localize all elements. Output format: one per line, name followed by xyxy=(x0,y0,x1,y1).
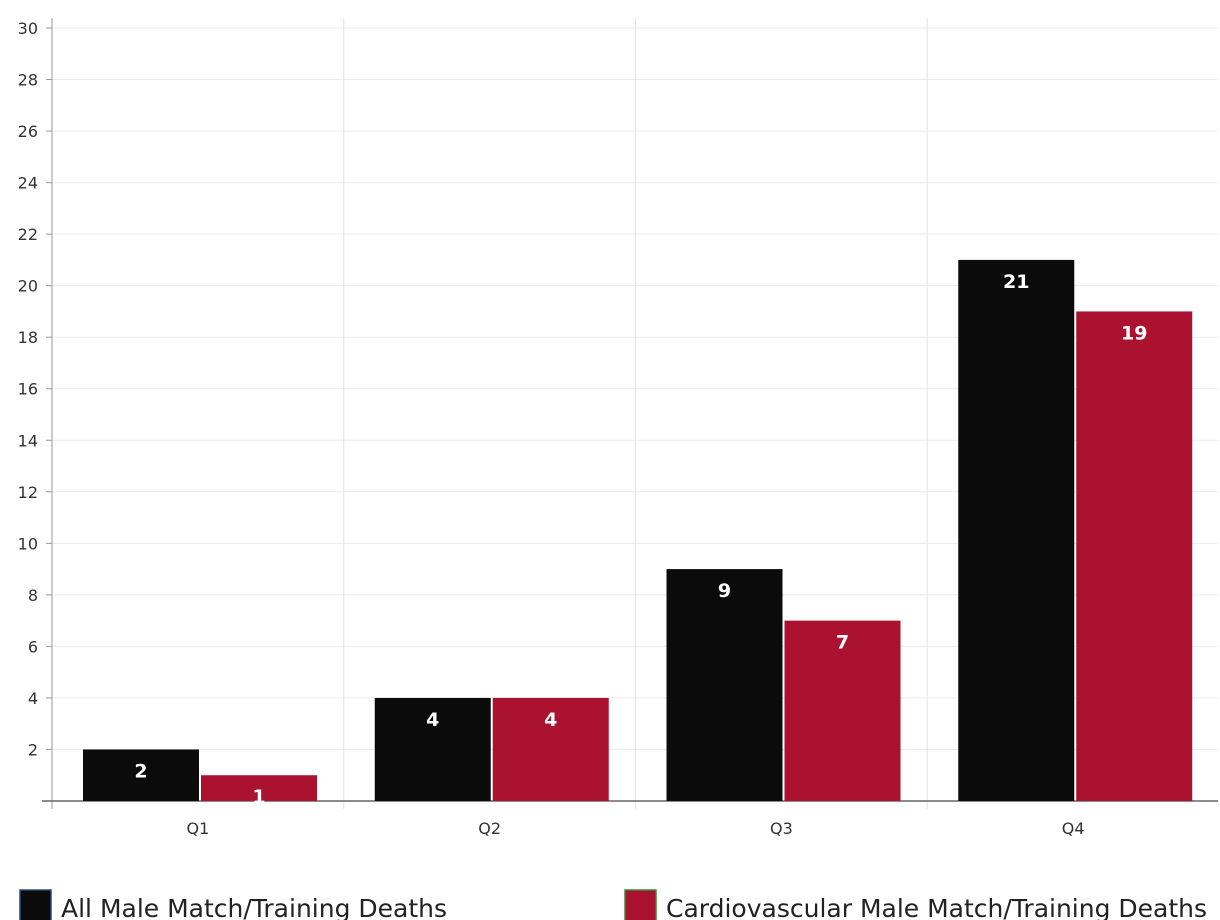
data-label-q4-series-2: 19 xyxy=(1121,322,1147,344)
x-axis: Q1 Q2 Q3 Q4 xyxy=(42,800,1218,838)
data-label-q1-series-2: 1 xyxy=(252,786,265,808)
bar-q4-series-1 xyxy=(958,259,1075,801)
data-label-q3-series-1: 9 xyxy=(718,580,731,602)
y-tick-label-28: 28 xyxy=(18,71,38,90)
data-label-q4-series-1: 21 xyxy=(1003,271,1029,293)
y-tick-label-14: 14 xyxy=(18,431,38,450)
y-tick-label-26: 26 xyxy=(18,122,38,141)
y-tick-label-6: 6 xyxy=(28,637,38,656)
legend: All Male Match/Training Deaths Cardiovasc… xyxy=(19,889,1207,920)
y-tick-label-16: 16 xyxy=(18,380,38,399)
legend-swatch-2 xyxy=(624,889,657,920)
y-tick-label-24: 24 xyxy=(18,174,38,193)
y-tick-label-2: 2 xyxy=(28,740,38,759)
data-label-q3-series-2: 7 xyxy=(836,632,849,654)
bar-q3-series-2 xyxy=(784,620,901,801)
bar-q2-series-1 xyxy=(374,697,491,801)
x-tick-label-q3: Q3 xyxy=(770,819,793,838)
legend-item-1[interactable]: All Male Match/Training Deaths xyxy=(19,889,447,920)
data-label-q2-series-2: 4 xyxy=(544,709,557,731)
y-tick-label-18: 18 xyxy=(18,328,38,347)
legend-swatch-1 xyxy=(19,889,52,920)
legend-label-1: All Male Match/Training Deaths xyxy=(61,894,447,920)
y-tick-label-8: 8 xyxy=(28,586,38,605)
x-tick-label-q2: Q2 xyxy=(478,819,501,838)
legend-item-2[interactable]: Cardiovascular Male Match/Training Death… xyxy=(624,889,1207,920)
data-label-q2-series-1: 4 xyxy=(426,709,439,731)
y-tick-label-4: 4 xyxy=(28,689,38,708)
x-tick-label-q4: Q4 xyxy=(1062,819,1085,838)
bar-q3-series-1 xyxy=(666,569,783,801)
y-tick-label-20: 20 xyxy=(18,277,38,296)
x-tick-label-q1: Q1 xyxy=(186,819,209,838)
y-tick-label-10: 10 xyxy=(18,534,38,553)
y-tick-label-12: 12 xyxy=(18,483,38,502)
y-tick-label-30: 30 xyxy=(18,19,38,38)
legend-label-2: Cardiovascular Male Match/Training Death… xyxy=(666,894,1207,920)
bar-q1-series-1 xyxy=(83,749,199,801)
bars xyxy=(83,259,1193,801)
y-tick-label-22: 22 xyxy=(18,225,38,244)
bar-q1-series-2 xyxy=(201,775,317,801)
gridlines xyxy=(52,18,1218,809)
data-label-q1-series-1: 2 xyxy=(134,760,147,782)
bar-q4-series-2 xyxy=(1076,311,1193,801)
bar-q2-series-2 xyxy=(492,697,609,801)
